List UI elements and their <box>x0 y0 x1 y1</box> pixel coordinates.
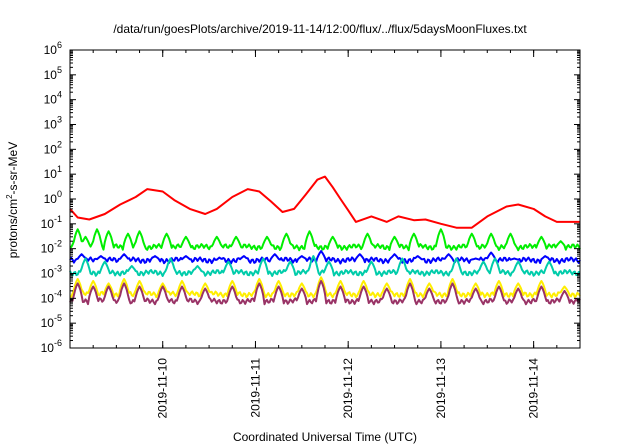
y-tick-label: 105 <box>44 65 62 82</box>
y-tick-exponent: 5 <box>57 65 62 75</box>
y-tick-label: 10-3 <box>41 264 62 281</box>
y-tick-exponent: 2 <box>57 139 62 149</box>
y-tick-exponent: -1 <box>54 214 62 224</box>
x-tick-label: 2019-11-12 <box>341 358 355 419</box>
x-tick-label: 2019-11-11 <box>248 358 262 418</box>
series-line-6 <box>69 280 581 306</box>
y-tick-label: 104 <box>44 90 62 107</box>
y-tick-label: 10-1 <box>41 214 62 231</box>
y-tick-base: 10 <box>41 242 55 256</box>
y-tick-exponent: -4 <box>54 288 62 298</box>
series-line-2 <box>69 228 581 252</box>
y-tick-base: 10 <box>44 142 58 156</box>
y-axis-ticks: 10-610-510-410-310-210-11001011021031041… <box>41 40 580 355</box>
y-tick-base: 10 <box>44 43 58 57</box>
y-tick-base: 10 <box>41 341 55 355</box>
y-tick-base: 10 <box>44 192 58 206</box>
y-tick-label: 10-5 <box>41 313 62 330</box>
y-tick-label: 106 <box>44 40 62 57</box>
y-tick-exponent: -2 <box>54 239 62 249</box>
y-tick-exponent: 4 <box>57 90 62 100</box>
series-line-3 <box>69 250 581 265</box>
y-tick-base: 10 <box>44 93 58 107</box>
series-layer <box>69 175 581 306</box>
series-line-5 <box>69 276 581 299</box>
y-tick-label: 102 <box>44 139 62 156</box>
y-tick-exponent: 3 <box>57 115 62 125</box>
y-tick-base: 10 <box>44 167 58 181</box>
y-tick-label: 10-4 <box>41 288 62 305</box>
x-tick-label: 2019-11-14 <box>527 358 541 419</box>
series-line-4 <box>69 255 581 277</box>
x-tick-label: 2019-11-10 <box>156 358 170 419</box>
y-tick-label: 10-2 <box>41 239 62 256</box>
y-tick-base: 10 <box>41 267 55 281</box>
x-tick-label: 2019-11-13 <box>434 358 448 419</box>
y-tick-exponent: -5 <box>54 313 62 323</box>
y-tick-label: 10-6 <box>41 338 62 355</box>
y-tick-base: 10 <box>41 316 55 330</box>
y-tick-base: 10 <box>44 68 58 82</box>
y-tick-exponent: -6 <box>54 338 62 348</box>
plot-frame <box>69 49 581 349</box>
y-tick-exponent: 1 <box>57 164 62 174</box>
y-tick-label: 103 <box>44 115 62 132</box>
y-tick-base: 10 <box>44 118 58 132</box>
y-tick-exponent: -3 <box>54 264 62 274</box>
series-line-1 <box>69 175 580 229</box>
y-tick-base: 10 <box>41 291 55 305</box>
x-axis-ticks: 2019-11-10 2019-11-11 2019-11-12 2019-11-13… <box>69 50 581 419</box>
y-tick-exponent: 0 <box>57 189 62 199</box>
y-tick-label: 100 <box>44 189 62 206</box>
chart-title: /data/run/goesPlots/archive/2019-11-14/1… <box>113 22 527 36</box>
y-tick-label: 101 <box>44 164 62 181</box>
y-tick-exponent: 6 <box>57 40 62 50</box>
x-axis-label: Coordinated Universal Time (UTC) <box>232 430 418 444</box>
y-tick-base: 10 <box>41 217 55 231</box>
